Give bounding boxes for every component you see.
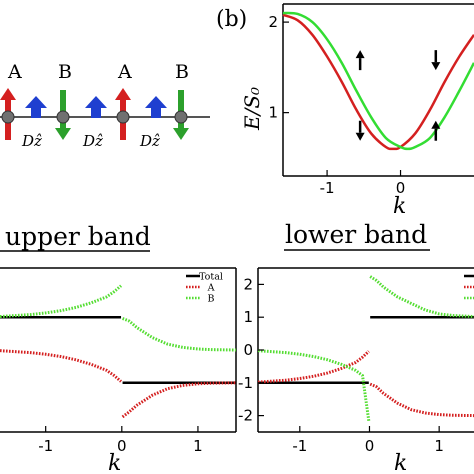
atom-site-3 — [174, 110, 188, 124]
lower-band-xtick-label-2: 1 — [434, 437, 444, 455]
dm-label-1: Dẑ — [21, 132, 42, 150]
dm-label-2: Dẑ — [82, 132, 103, 150]
atom-site-2 — [116, 110, 130, 124]
dm-label-3: Dẑ — [139, 132, 160, 150]
spin-arrowhead-3 — [173, 128, 189, 140]
panel-b-dispersion: (b) E/S₀ k -1 0 1 2 — [216, 3, 474, 219]
panel-b-series-0 — [282, 13, 474, 151]
spin-arrowhead-0 — [0, 88, 16, 100]
site-label-b2: B — [175, 61, 189, 83]
upper-band-legend-label-0: Total — [199, 272, 223, 283]
lower-band-xtick-label-0: -1 — [292, 437, 307, 455]
upper-band-plot: -1 0 1 — [0, 267, 237, 455]
dm-vector-arrow-1 — [85, 96, 107, 118]
site-label-a2: A — [117, 61, 132, 83]
site-label-a1: A — [7, 61, 22, 83]
lower-band-ytick-label-2: 0 — [243, 341, 253, 359]
dm-vector-arrow-0 — [25, 96, 47, 118]
lower-band-xlabel: k — [394, 451, 407, 474]
panel-b-ylabel: E/S₀ — [240, 87, 264, 131]
lower-band-ytick-label-0: -2 — [238, 407, 253, 425]
spin-arrowhead-2 — [115, 88, 131, 100]
site-label-b1: B — [58, 61, 72, 83]
lower-band-plot: -1 0 1 -2 -1 0 1 2 — [238, 267, 474, 455]
dm-vector-arrow-2 — [145, 96, 167, 118]
atom-site-0 — [1, 110, 15, 124]
atom-site-1 — [56, 110, 70, 124]
upper-band-series-a-seg1 — [121, 381, 237, 419]
panel-b-spin-arrowhead-0 — [355, 50, 365, 59]
upper-band-series-b-seg0 — [0, 284, 123, 319]
lower-band-ytick-label-3: 1 — [243, 308, 253, 326]
panel-b-xtick-label-0: -1 — [320, 179, 335, 197]
lower-band-xtick-label-1: 0 — [365, 437, 375, 455]
panel-b-ytick-label-0: 1 — [268, 104, 278, 122]
lower-band-series-a-seg0 — [257, 350, 370, 384]
upper-band-xlabel: k — [108, 451, 121, 474]
upper-band-xtick-label-0: -1 — [38, 437, 53, 455]
panel-b-spin-arrowhead-3 — [431, 120, 441, 129]
upper-band-xtick-label-1: 0 — [117, 437, 127, 455]
panel-b-plot: -1 0 1 2 — [268, 3, 474, 197]
lower-band-legend — [464, 274, 474, 300]
upper-band-legend-label-1: A — [207, 283, 215, 294]
upper-band-xtick-label-2: 1 — [193, 437, 203, 455]
spin-chain-diagram: A B A B Dẑ Dẑ Dẑ — [0, 61, 210, 150]
spin-arrowhead-1 — [55, 128, 71, 140]
lower-band-title: lower band — [285, 220, 427, 249]
panel-b-xlabel: k — [393, 194, 406, 219]
lower-band-ytick-label-4: 2 — [243, 275, 253, 293]
panel-b-spin-arrowhead-1 — [355, 132, 365, 141]
lower-band-series-a-seg1 — [369, 382, 474, 418]
upper-band-title: upper band — [5, 222, 151, 251]
lower-band-chart: lower band k -1 0 1 -2 -1 0 1 2 — [238, 220, 474, 474]
panel-b-ytick-label-1: 2 — [268, 13, 278, 31]
panel-b-spin-arrowhead-2 — [431, 62, 441, 71]
upper-band-legend-label-2: B — [208, 294, 215, 305]
lower-band-series-b-seg1 — [369, 275, 474, 319]
lower-band-series-b-seg0 — [257, 349, 371, 422]
chain-items — [0, 88, 189, 140]
lower-band-ytick-label-1: -1 — [238, 374, 253, 392]
panel-b-series-1 — [282, 11, 474, 151]
upper-band-series-a-seg0 — [0, 349, 123, 383]
panel-b-xtick-label-1: 0 — [396, 179, 406, 197]
upper-band-series-b-seg1 — [122, 317, 237, 352]
panel-b-label: (b) — [216, 7, 247, 32]
